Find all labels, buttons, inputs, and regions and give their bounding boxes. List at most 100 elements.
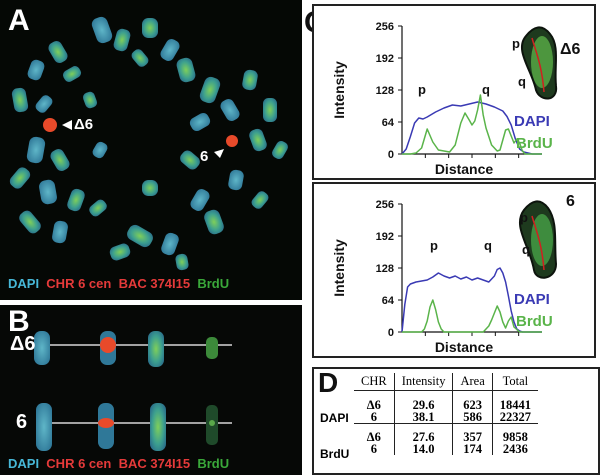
legend-chr6cen: CHR 6 cen — [46, 276, 112, 291]
chromosome — [19, 210, 41, 234]
plot-chr6-frame: 256 192 128 64 0 Intensity Distance p q p q 6 DAPI Br… — [312, 182, 596, 358]
panel-c-intensity-profiles: C 256192128640IntensityDistancepqpqΔ6DAP… — [304, 0, 600, 362]
legend-brdu: BrdU — [516, 135, 553, 152]
chromosome — [176, 57, 196, 83]
legend-dapi: DAPI — [8, 456, 40, 471]
chromosome — [127, 224, 153, 248]
chromosome — [48, 41, 68, 63]
chromosome — [189, 112, 211, 132]
cell-chr: Δ6 — [366, 430, 381, 444]
y-tick-label: 0 — [388, 149, 394, 161]
chromosome — [228, 169, 244, 191]
plot-title: Δ6 — [560, 41, 581, 58]
chromosome — [9, 167, 31, 189]
chromosome — [62, 66, 82, 82]
chromosome — [26, 136, 46, 164]
cell-intensity: 29.6 — [393, 398, 453, 411]
cell-total: 22327 — [491, 410, 538, 424]
metaphase-spread — [9, 16, 288, 271]
chromosome — [109, 243, 131, 261]
series-line-brdu — [402, 299, 542, 333]
row2-brdu-spot — [209, 420, 215, 426]
panel-b-letter: B — [8, 305, 30, 338]
row1-bac-chromosome — [148, 331, 164, 367]
chromosome — [11, 87, 29, 113]
inset-label-p: p — [512, 36, 520, 51]
chromosome — [199, 76, 221, 104]
x-axis-label: Distance — [435, 161, 494, 177]
chromosome — [175, 253, 189, 271]
y-tick-label: 128 — [376, 263, 394, 275]
chromosome — [39, 179, 57, 205]
row1-cen-signal — [100, 337, 116, 353]
arm-label-q: q — [484, 238, 492, 253]
chromosome — [180, 150, 200, 170]
table-header-row: CHR Intensity Area Total — [354, 373, 538, 391]
chromosome-lineup — [34, 331, 232, 451]
inset-label-q: q — [518, 74, 526, 89]
cell-area: 623 — [452, 398, 493, 411]
chromosome — [142, 18, 158, 38]
chromosome — [82, 91, 98, 109]
col-area: Area — [452, 373, 493, 391]
chromosome — [92, 141, 108, 159]
cell-total: 18441 — [491, 398, 538, 411]
col-chr: CHR — [354, 373, 395, 391]
row2-dapi-chromosome — [36, 403, 52, 451]
inset-trace-line — [531, 215, 545, 271]
chromosome — [161, 232, 179, 256]
chromosome — [50, 149, 70, 171]
cell-chr: 6 — [354, 410, 395, 424]
y-axis-label: Intensity — [331, 61, 347, 119]
legend-dapi: DAPI — [8, 276, 40, 291]
cell-total: 9858 — [491, 431, 538, 443]
chromosome — [131, 49, 149, 67]
group-label-dapi: DAPI — [320, 411, 349, 425]
chromosome — [190, 189, 210, 211]
table-row: Δ6 29.6 623 18441 — [354, 398, 538, 411]
plot-title: 6 — [566, 193, 575, 210]
cell-chr: 6 — [370, 442, 377, 456]
legend-dapi: DAPI — [514, 113, 550, 130]
panel-b-legend: DAPI CHR 6 cen BAC 374I15 BrdU — [8, 456, 229, 471]
cell-total: 2436 — [491, 443, 538, 455]
row2-bac-chromosome — [150, 403, 166, 451]
chromosome — [35, 95, 53, 113]
legend-brdu: BrdU — [197, 276, 230, 291]
chr6-signal — [226, 135, 238, 147]
y-tick-label: 128 — [376, 85, 394, 97]
y-tick-label: 0 — [388, 327, 394, 339]
panel-a-letter: A — [8, 4, 30, 37]
legend-bac: BAC 374I15 — [118, 456, 191, 471]
table-row: Δ6 27.6 357 9858 — [354, 431, 538, 443]
chromosome — [113, 28, 131, 52]
chromosome — [160, 39, 180, 61]
group-label-brdu: BrdU — [320, 447, 350, 461]
cell-area: 586 — [452, 410, 493, 424]
chromosome — [263, 98, 277, 122]
y-tick-label: 256 — [376, 199, 394, 211]
panel-b-chromosome-comparison: B Δ6 6 DAPI CHR 6 cen BAC 374I15 BrdU — [0, 305, 302, 475]
chromosome — [142, 180, 158, 196]
cell-intensity: 27.6 — [393, 431, 453, 443]
label-delta6: Δ6 — [74, 116, 94, 133]
chromosome — [67, 188, 85, 212]
inset-chromosome — [518, 200, 558, 279]
y-tick-label: 64 — [382, 295, 395, 307]
inset-chromosome-signal — [531, 36, 553, 88]
cell-intensity: 14.0 — [393, 443, 453, 455]
delta6-signal — [43, 118, 57, 132]
y-tick-label: 192 — [376, 231, 394, 243]
col-intensity: Intensity — [393, 373, 453, 391]
chromosome — [89, 199, 107, 217]
legend-dapi: DAPI — [514, 291, 550, 308]
arm-label-p: p — [430, 238, 438, 253]
arm-label-p: p — [418, 82, 426, 97]
plot-chr6: 256 192 128 64 0 Intensity Distance p q p q 6 DAPI Br… — [331, 193, 575, 355]
chromosome — [249, 128, 267, 152]
y-tick-label: 64 — [382, 117, 395, 129]
series-line-brdu — [402, 94, 542, 155]
legend-brdu: BrdU — [197, 456, 230, 471]
legend-chr6cen: CHR 6 cen — [46, 456, 112, 471]
chromosome — [91, 16, 113, 44]
